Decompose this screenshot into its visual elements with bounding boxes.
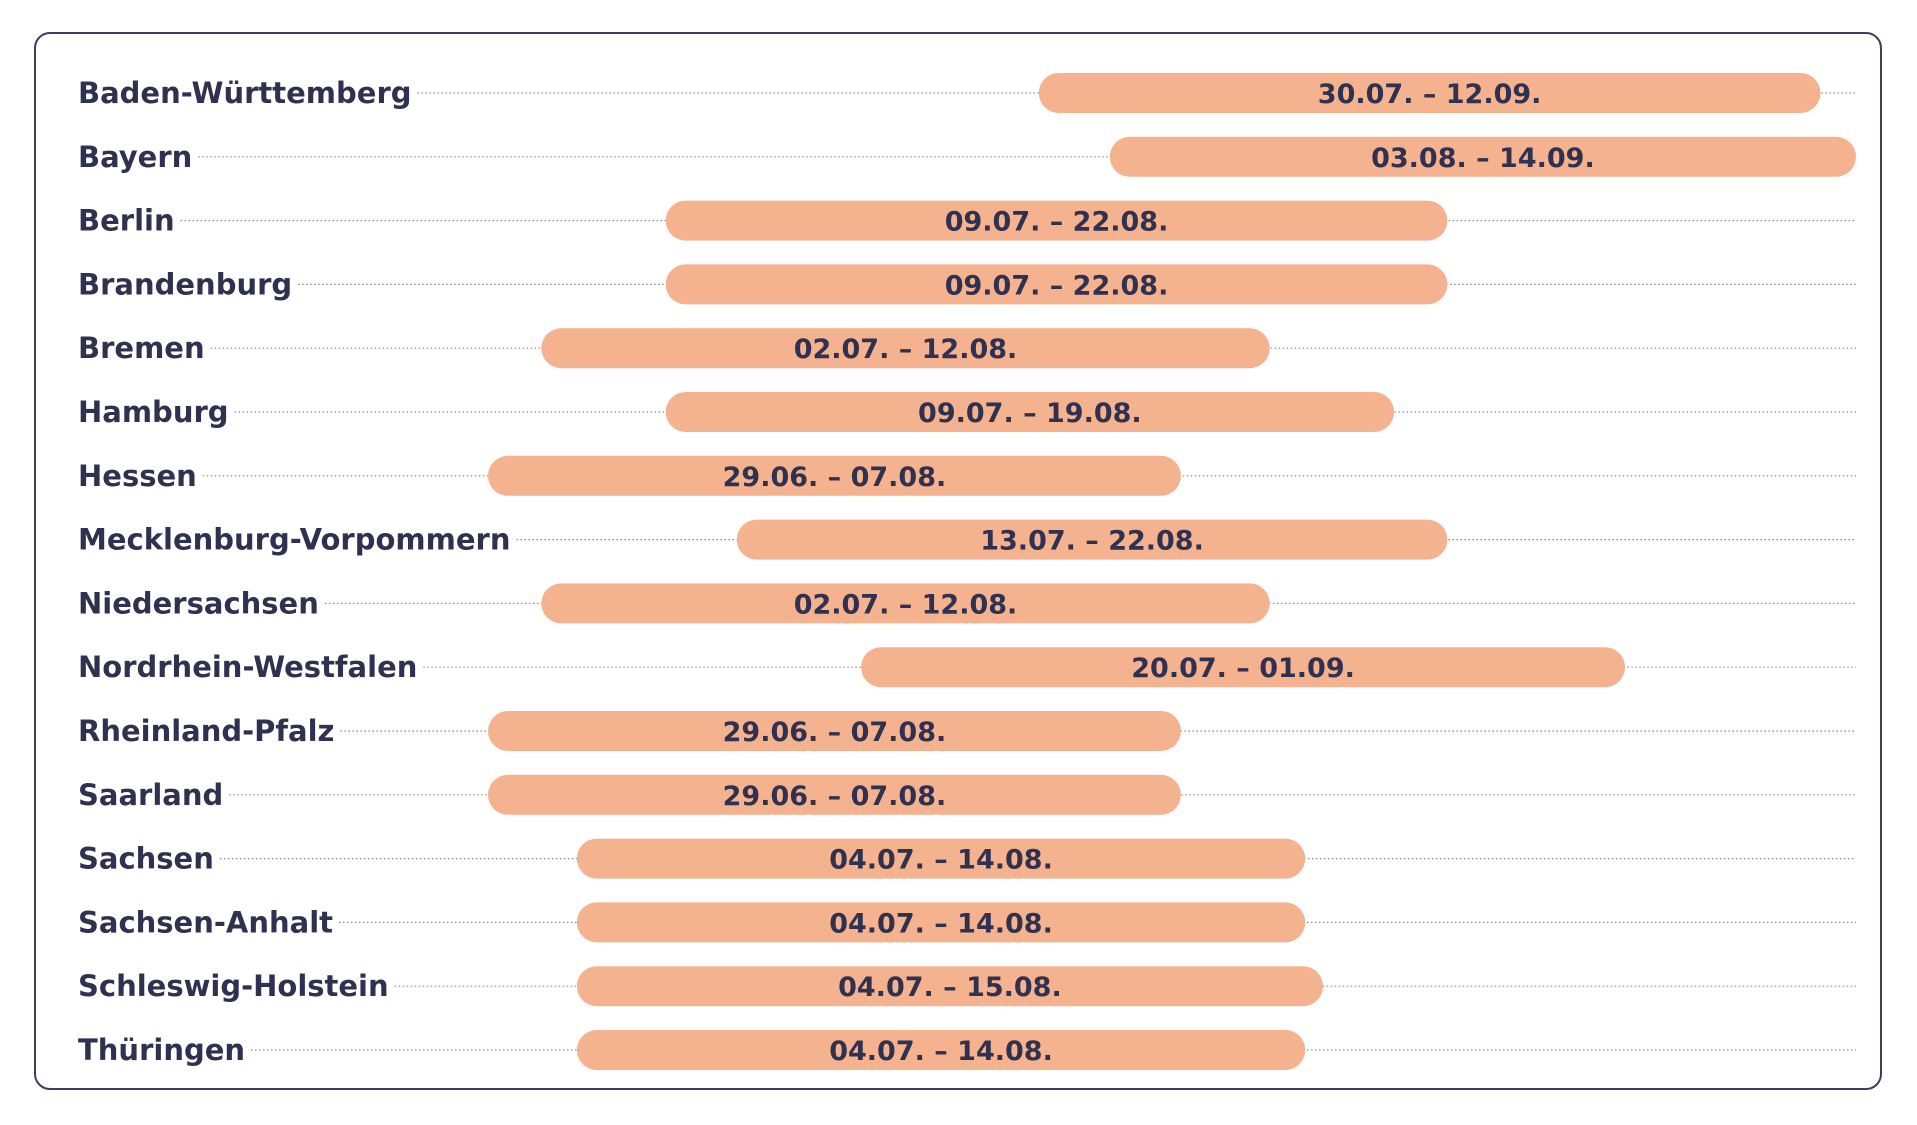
- holiday-bar: [576, 1030, 1306, 1070]
- state-label: Brandenburg: [78, 267, 292, 301]
- holiday-bar: [488, 455, 1181, 496]
- bar-date-label: 03.08. – 14.09.: [1371, 143, 1595, 174]
- holiday-bar: [576, 838, 1306, 879]
- holiday-bar: [488, 774, 1181, 815]
- bar-date-label: 09.07. – 22.08.: [945, 207, 1169, 238]
- bar-date-label: 04.07. – 14.08.: [829, 908, 1053, 939]
- state-label: Schleswig-Holstein: [78, 969, 389, 1003]
- bar-date-label: 04.07. – 15.08.: [838, 972, 1062, 1003]
- chart-row: Schleswig-Holstein 04.07. – 15.08.: [78, 966, 1856, 1007]
- chart-row: Saarland 29.06. – 07.08.: [78, 774, 1856, 815]
- holiday-bar: [1109, 136, 1856, 177]
- chart-row: Sachsen-Anhalt 04.07. – 14.08.: [78, 902, 1856, 943]
- chart-row: Brandenburg 09.07. – 22.08.: [78, 264, 1856, 305]
- chart-row: Mecklenburg-Vorpommern 13.07. – 22.08.: [78, 519, 1856, 560]
- holiday-bar: [576, 966, 1324, 1007]
- bar-date-label: 29.06. – 07.08.: [723, 462, 947, 493]
- chart-rows: Baden-Württemberg 30.07. – 12.09. Bayern 03…: [78, 73, 1856, 1070]
- state-label: Berlin: [78, 204, 175, 238]
- holiday-bar: [665, 200, 1448, 241]
- holiday-bar: [576, 902, 1306, 943]
- holiday-bar: [488, 711, 1181, 751]
- bar-date-label: 02.07. – 12.08.: [794, 589, 1018, 620]
- holiday-bar: [541, 583, 1270, 624]
- state-label: Saarland: [78, 778, 223, 812]
- bar-date-label: 09.07. – 22.08.: [945, 270, 1169, 301]
- state-label: Mecklenburg-Vorpommern: [78, 523, 510, 557]
- bar-date-label: 09.07. – 19.08.: [918, 398, 1142, 429]
- chart-row: Niedersachsen 02.07. – 12.08.: [78, 583, 1856, 624]
- chart-row: Bayern 03.08. – 14.09.: [78, 136, 1856, 177]
- holiday-bar: [736, 519, 1448, 560]
- bar-date-label: 30.07. – 12.09.: [1318, 79, 1542, 110]
- chart-row: Sachsen 04.07. – 14.08.: [78, 838, 1856, 879]
- state-label: Sachsen-Anhalt: [78, 905, 333, 939]
- state-label: Nordrhein-Westfalen: [78, 650, 417, 684]
- bar-date-label: 13.07. – 22.08.: [980, 526, 1204, 557]
- holiday-bar: [665, 264, 1448, 305]
- chart-row: Thüringen 04.07. – 14.08.: [78, 1030, 1856, 1070]
- bar-date-label: 04.07. – 14.08.: [829, 845, 1053, 876]
- chart-row: Nordrhein-Westfalen 20.07. – 01.09.: [78, 647, 1856, 688]
- state-label: Niedersachsen: [78, 586, 319, 620]
- holiday-bar: [665, 392, 1395, 432]
- bar-date-label: 29.06. – 07.08.: [723, 717, 947, 748]
- state-label: Baden-Württemberg: [78, 76, 412, 110]
- state-label: Thüringen: [78, 1033, 245, 1067]
- state-label: Bayern: [78, 140, 192, 174]
- chart-row: Berlin 09.07. – 22.08.: [78, 200, 1856, 241]
- state-label: Sachsen: [78, 842, 214, 876]
- bar-date-label: 02.07. – 12.08.: [794, 334, 1018, 365]
- bar-date-label: 20.07. – 01.09.: [1131, 653, 1355, 684]
- holiday-bar: [861, 647, 1626, 688]
- chart-row: Baden-Württemberg 30.07. – 12.09.: [78, 73, 1856, 113]
- chart-row: Hessen 29.06. – 07.08.: [78, 455, 1856, 496]
- state-label: Hessen: [78, 459, 197, 493]
- state-label: Hamburg: [78, 395, 229, 429]
- chart-row: Bremen 02.07. – 12.08.: [78, 328, 1856, 369]
- chart-row: Rheinland-Pfalz 29.06. – 07.08.: [78, 711, 1856, 751]
- state-label: Rheinland-Pfalz: [78, 714, 334, 748]
- chart-row: Hamburg 09.07. – 19.08.: [78, 392, 1856, 432]
- holiday-bar: [541, 328, 1270, 369]
- state-label: Bremen: [78, 331, 205, 365]
- bar-date-label: 04.07. – 14.08.: [829, 1036, 1053, 1067]
- holiday-bar: [1038, 73, 1821, 113]
- bar-date-label: 29.06. – 07.08.: [723, 781, 947, 812]
